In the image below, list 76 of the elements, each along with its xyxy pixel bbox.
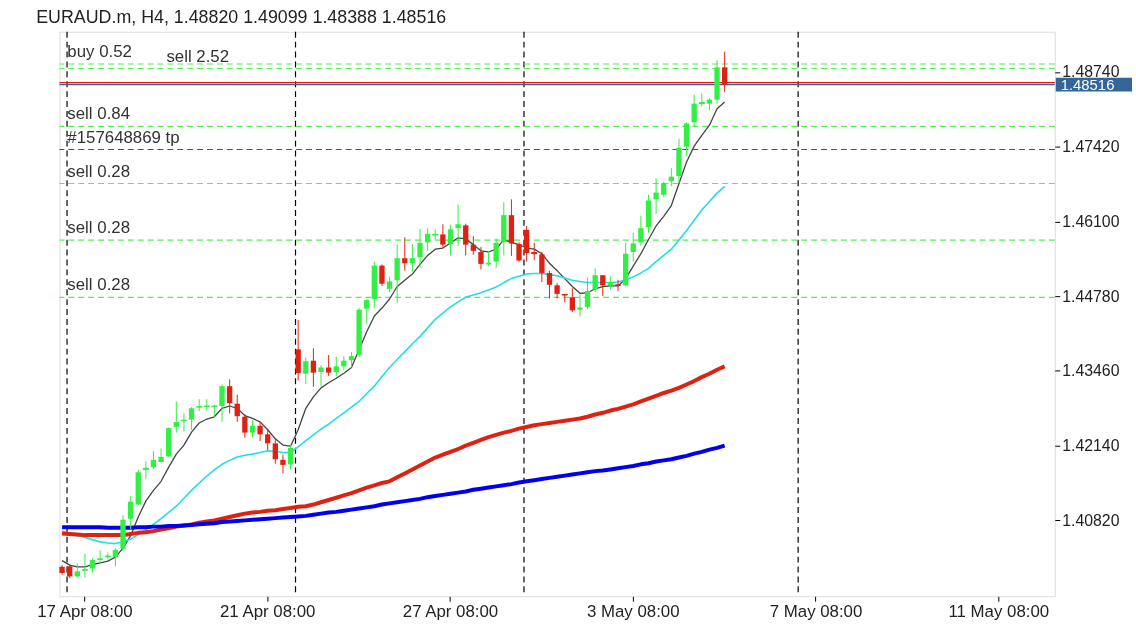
x-tick-label: 7 May 08:00 bbox=[769, 601, 863, 621]
ref-line-label: sell 0.28 bbox=[67, 275, 131, 295]
candlestick bbox=[592, 267, 598, 293]
line-series bbox=[61, 185, 726, 545]
candlestick bbox=[478, 246, 484, 271]
candlestick bbox=[242, 413, 248, 439]
candlestick bbox=[455, 203, 461, 247]
candlestick bbox=[463, 223, 469, 256]
candlestick bbox=[318, 364, 324, 387]
candlestick bbox=[417, 228, 423, 269]
candlestick bbox=[272, 438, 278, 465]
candlestick bbox=[287, 444, 294, 470]
ref-line-label: buy 0.52 bbox=[67, 42, 132, 62]
candlestick bbox=[402, 236, 408, 272]
candlestick bbox=[280, 454, 286, 474]
ref-line-label: sell 2.52 bbox=[166, 46, 230, 66]
candlestick bbox=[721, 51, 728, 93]
candlestick bbox=[569, 287, 575, 313]
candlestick bbox=[173, 400, 179, 434]
y-tick-label: 1.44780 bbox=[1062, 287, 1120, 305]
candlestick bbox=[440, 223, 446, 248]
candlestick bbox=[142, 460, 150, 480]
candlestick bbox=[234, 394, 240, 423]
y-tick-label: 1.42140 bbox=[1062, 437, 1120, 455]
candlestick bbox=[638, 215, 644, 247]
x-tick-label: 21 Apr 08:00 bbox=[219, 601, 316, 621]
candlestick bbox=[691, 94, 697, 128]
y-tick-label: 1.40820 bbox=[1062, 511, 1120, 529]
candlestick bbox=[364, 298, 370, 325]
ref-line-label: sell 0.28 bbox=[67, 218, 131, 238]
candlestick bbox=[325, 354, 332, 377]
candlestick bbox=[310, 347, 317, 388]
candlestick bbox=[158, 447, 164, 464]
y-tick-label: 1.43460 bbox=[1062, 362, 1120, 380]
x-tick-label: 3 May 08:00 bbox=[586, 601, 680, 621]
candlestick bbox=[295, 319, 301, 382]
candlestick bbox=[493, 237, 499, 269]
candlestick bbox=[257, 421, 263, 442]
candlestick bbox=[683, 121, 690, 157]
candlestick bbox=[447, 224, 454, 256]
candlestick bbox=[226, 378, 233, 414]
ref-line-label: #157648869 tp bbox=[67, 127, 180, 147]
candlestick bbox=[333, 356, 339, 378]
candlestick bbox=[379, 263, 385, 287]
ref-line-label: sell 0.84 bbox=[67, 104, 131, 124]
candlestick bbox=[470, 235, 476, 256]
candlestick bbox=[127, 495, 134, 530]
candlestick bbox=[523, 225, 530, 263]
candlestick bbox=[546, 270, 553, 299]
candlestick bbox=[577, 293, 583, 318]
chart-title: EURAUD.m, H4, 1.48820 1.49099 1.48388 1.48516 bbox=[36, 7, 447, 28]
candlestick bbox=[265, 428, 271, 451]
candlestick bbox=[539, 251, 545, 283]
y-tick-label: 1.46100 bbox=[1062, 212, 1120, 230]
candlestick bbox=[81, 553, 89, 579]
candlestick bbox=[341, 355, 347, 371]
y-tick-label: 1.47420 bbox=[1062, 138, 1120, 156]
line-series bbox=[60, 364, 727, 538]
x-tick-label: 17 Apr 08:00 bbox=[37, 601, 133, 621]
candlestick bbox=[584, 276, 591, 310]
line-series bbox=[60, 443, 727, 530]
candlestick bbox=[432, 228, 439, 241]
x-tick-label: 11 May 08:00 bbox=[948, 601, 1050, 621]
ref-line-label: sell 0.28 bbox=[67, 161, 131, 181]
candlestick bbox=[630, 232, 636, 263]
candlestick bbox=[394, 243, 400, 304]
candlestick bbox=[409, 243, 416, 273]
line-series bbox=[61, 101, 726, 568]
candlestick bbox=[112, 547, 119, 567]
x-tick-label: 27 Apr 08:00 bbox=[402, 601, 499, 621]
candlestick bbox=[516, 241, 522, 263]
candlestick bbox=[188, 406, 195, 431]
candlestick bbox=[600, 274, 606, 297]
candlestick bbox=[303, 356, 309, 385]
candlestick bbox=[653, 177, 659, 215]
candlestick bbox=[615, 279, 621, 292]
